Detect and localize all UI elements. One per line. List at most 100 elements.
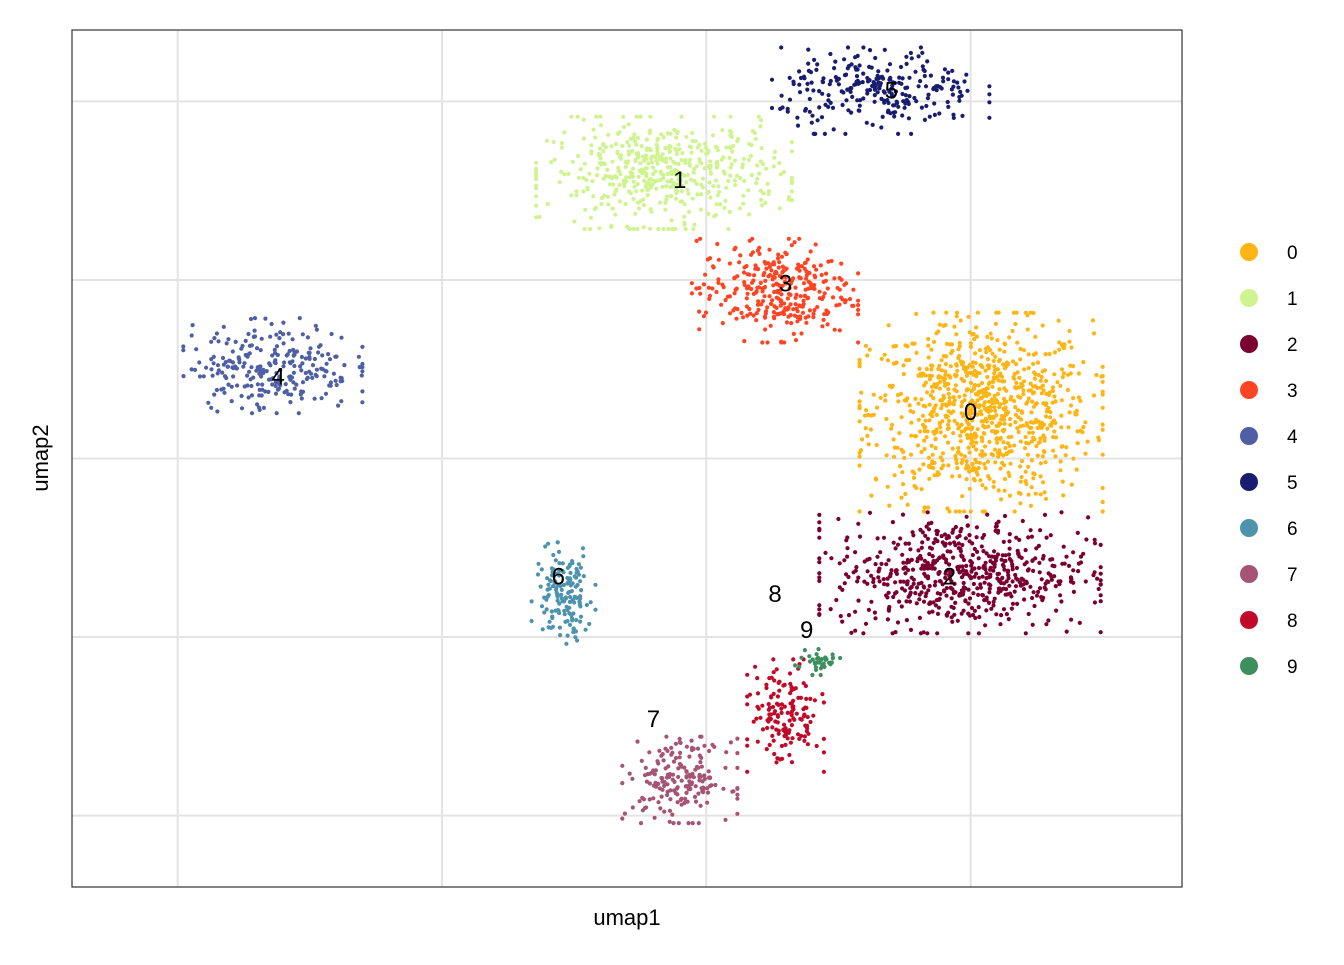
point-cluster-0 bbox=[962, 509, 967, 514]
point-cluster-2 bbox=[854, 565, 859, 570]
point-cluster-5 bbox=[956, 85, 961, 90]
point-cluster-2 bbox=[936, 597, 941, 603]
point-cluster-0 bbox=[1100, 364, 1105, 369]
point-cluster-0 bbox=[986, 409, 991, 414]
point-cluster-1 bbox=[589, 151, 594, 156]
point-cluster-6 bbox=[565, 633, 570, 638]
point-cluster-0 bbox=[956, 355, 961, 361]
point-cluster-2 bbox=[988, 583, 993, 588]
point-cluster-0 bbox=[989, 420, 995, 425]
point-cluster-1 bbox=[585, 187, 590, 192]
point-cluster-8 bbox=[772, 678, 777, 683]
point-cluster-3 bbox=[716, 257, 722, 262]
point-cluster-7 bbox=[667, 819, 672, 824]
point-cluster-0 bbox=[1001, 429, 1006, 434]
point-cluster-2 bbox=[992, 564, 997, 570]
point-cluster-1 bbox=[601, 141, 606, 147]
point-cluster-6 bbox=[550, 570, 555, 575]
point-cluster-0 bbox=[1002, 476, 1008, 482]
point-cluster-3 bbox=[698, 291, 703, 296]
point-cluster-0 bbox=[987, 380, 992, 385]
point-cluster-3 bbox=[744, 296, 749, 301]
point-cluster-6 bbox=[565, 619, 570, 624]
point-cluster-3 bbox=[775, 288, 780, 294]
point-cluster-4 bbox=[294, 382, 299, 387]
point-cluster-0 bbox=[973, 404, 978, 409]
point-cluster-1 bbox=[693, 139, 698, 144]
point-cluster-5 bbox=[785, 109, 790, 114]
point-cluster-0 bbox=[975, 427, 980, 432]
point-cluster-2 bbox=[1098, 582, 1103, 587]
point-cluster-1 bbox=[728, 173, 733, 178]
point-cluster-2 bbox=[986, 575, 992, 580]
point-cluster-2 bbox=[926, 527, 932, 532]
point-cluster-7 bbox=[682, 800, 687, 806]
point-cluster-6 bbox=[560, 568, 565, 573]
point-cluster-2 bbox=[984, 608, 989, 613]
point-cluster-6 bbox=[593, 607, 598, 612]
point-cluster-5 bbox=[912, 95, 917, 101]
point-cluster-1 bbox=[741, 193, 746, 198]
point-cluster-3 bbox=[750, 250, 756, 255]
point-cluster-5 bbox=[935, 84, 940, 89]
point-cluster-2 bbox=[974, 525, 980, 530]
point-cluster-2 bbox=[1007, 591, 1013, 596]
point-cluster-2 bbox=[950, 530, 955, 535]
point-cluster-5 bbox=[867, 78, 872, 83]
point-cluster-0 bbox=[916, 443, 921, 448]
point-cluster-1 bbox=[549, 160, 554, 165]
point-cluster-2 bbox=[1022, 597, 1027, 602]
point-cluster-0 bbox=[940, 458, 945, 463]
point-cluster-4 bbox=[268, 334, 273, 339]
point-cluster-2 bbox=[886, 606, 892, 612]
point-cluster-8 bbox=[790, 736, 795, 741]
point-cluster-6 bbox=[575, 638, 580, 643]
point-cluster-7 bbox=[702, 743, 707, 748]
point-cluster-1 bbox=[671, 181, 676, 187]
point-cluster-4 bbox=[278, 367, 283, 373]
point-cluster-3 bbox=[776, 252, 781, 257]
point-cluster-0 bbox=[932, 460, 937, 465]
point-cluster-7 bbox=[653, 768, 659, 773]
point-cluster-3 bbox=[826, 259, 831, 264]
point-cluster-0 bbox=[943, 361, 948, 367]
point-cluster-2 bbox=[945, 549, 950, 554]
point-cluster-2 bbox=[952, 581, 957, 587]
point-cluster-2 bbox=[910, 567, 916, 572]
point-cluster-2 bbox=[1033, 556, 1038, 561]
point-cluster-2 bbox=[904, 618, 910, 623]
point-cluster-0 bbox=[994, 437, 999, 442]
point-cluster-1 bbox=[648, 207, 653, 212]
point-cluster-4 bbox=[249, 393, 255, 398]
point-cluster-2 bbox=[989, 606, 994, 611]
cluster-label-4: 4 bbox=[271, 363, 284, 390]
point-cluster-7 bbox=[676, 821, 681, 826]
point-cluster-0 bbox=[926, 343, 931, 348]
point-cluster-1 bbox=[648, 185, 653, 190]
point-cluster-3 bbox=[701, 314, 707, 319]
point-cluster-8 bbox=[821, 750, 827, 755]
point-cluster-2 bbox=[911, 581, 916, 586]
point-cluster-8 bbox=[773, 719, 778, 724]
point-cluster-0 bbox=[1031, 310, 1036, 316]
point-cluster-1 bbox=[635, 182, 640, 187]
point-cluster-0 bbox=[1010, 359, 1016, 364]
point-cluster-2 bbox=[1092, 600, 1097, 605]
point-cluster-2 bbox=[1053, 584, 1058, 589]
point-cluster-7 bbox=[667, 808, 673, 813]
point-cluster-1 bbox=[702, 141, 708, 146]
point-cluster-7 bbox=[698, 803, 703, 808]
point-cluster-1 bbox=[690, 130, 695, 136]
point-cluster-2 bbox=[1071, 580, 1076, 585]
point-cluster-3 bbox=[811, 311, 816, 316]
point-cluster-0 bbox=[997, 448, 1002, 453]
point-cluster-9 bbox=[807, 659, 813, 664]
point-cluster-3 bbox=[786, 236, 791, 241]
point-cluster-3 bbox=[799, 264, 805, 269]
point-cluster-2 bbox=[853, 550, 858, 555]
point-cluster-6 bbox=[539, 604, 545, 609]
point-cluster-0 bbox=[985, 357, 991, 362]
point-cluster-2 bbox=[948, 569, 953, 575]
point-cluster-6 bbox=[549, 573, 555, 578]
